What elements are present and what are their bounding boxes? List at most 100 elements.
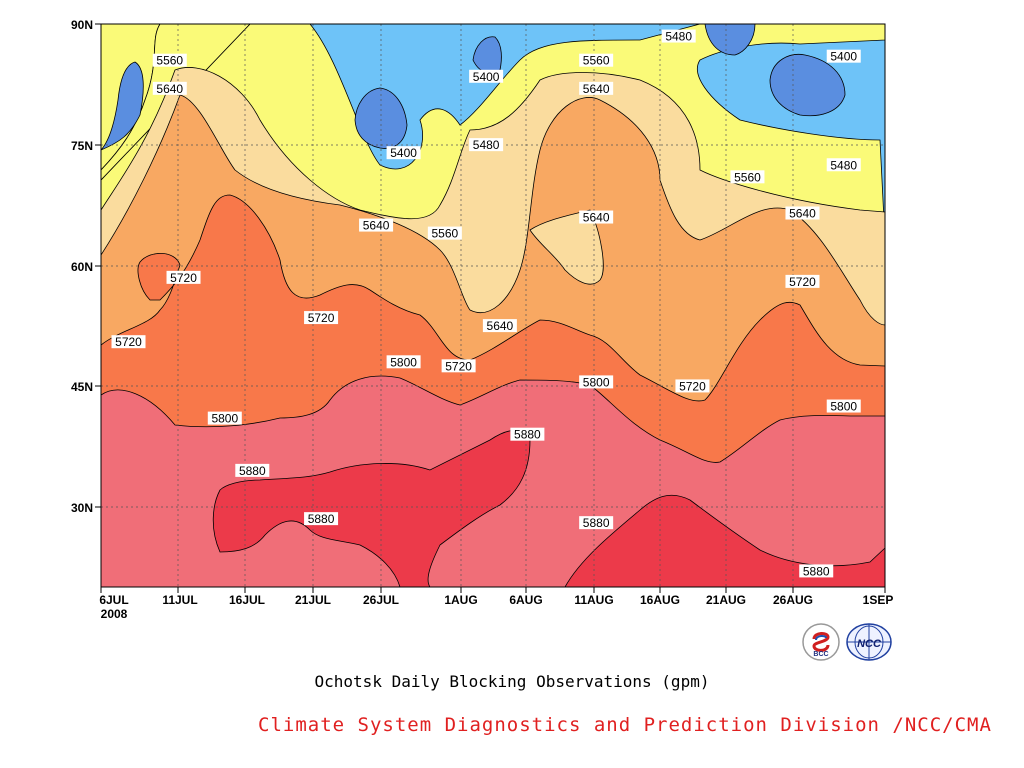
contour-label: 5400	[390, 146, 417, 160]
y-tick-label: 90N	[71, 18, 93, 32]
contour-label: 5480	[473, 138, 500, 152]
contour-label: 5640	[583, 82, 610, 96]
y-tick-label: 45N	[71, 380, 93, 394]
contour-label: 5880	[583, 516, 610, 530]
x-tick-labels: 6JUL 11JUL 16JUL 21JUL 26JUL 1AUG 6AUG 1…	[99, 593, 893, 621]
x-tick-label: 26JUL	[363, 593, 399, 607]
contour-label-box	[304, 311, 339, 325]
ncc-logo-text: NCC	[857, 638, 882, 650]
contour-label: 5800	[211, 412, 238, 426]
x-year-label: 2008	[101, 607, 128, 621]
y-tick-marks	[95, 23, 101, 508]
contour-label-box	[427, 226, 462, 240]
cell-below-5400-e	[769, 53, 846, 117]
contour-label: 5400	[473, 70, 500, 84]
contour-label: 5800	[390, 355, 417, 369]
x-tick-label: 1AUG	[444, 593, 477, 607]
contour-label-box	[826, 49, 861, 63]
contour-label: 5640	[363, 219, 390, 233]
contour-label: 5800	[583, 375, 610, 389]
bcc-logo-icon: BCC	[802, 623, 840, 661]
cell-below-5400-d	[704, 24, 756, 56]
ncc-logo-icon: NCC	[846, 623, 892, 661]
contour-label-box	[469, 138, 504, 152]
x-tick-label: 26AUG	[773, 593, 813, 607]
contour-label: 5640	[487, 319, 514, 333]
x-tick-label: 21AUG	[706, 593, 746, 607]
contour-label-box	[661, 29, 696, 43]
contour-label-box	[579, 81, 614, 95]
contour-label-box	[579, 53, 614, 67]
contour-label: 5560	[432, 227, 459, 241]
contour-label: 5480	[830, 158, 857, 172]
x-tick-label: 21JUL	[295, 593, 331, 607]
contour-label: 5560	[734, 170, 761, 184]
contour-label: 5720	[115, 335, 142, 349]
y-tick-labels: 90N 75N 60N 45N 30N	[71, 18, 93, 515]
x-tick-label: 16JUL	[229, 593, 265, 607]
contour-label-box	[441, 359, 476, 373]
contour-label: 5880	[239, 464, 266, 478]
contour-label-box	[579, 516, 614, 530]
y-tick-label: 60N	[71, 260, 93, 274]
contour-label-box	[675, 379, 710, 393]
contour-label-box	[166, 270, 201, 284]
cell-below-5400-a	[101, 61, 144, 151]
contour-label-box	[510, 427, 545, 441]
contour-label-box	[152, 53, 187, 67]
pocket-5640	[529, 209, 604, 285]
plot-frame	[100, 23, 886, 588]
contour-label: 5720	[308, 311, 335, 325]
contour-label: 5880	[308, 512, 335, 526]
contour-labels: 5560 5640 5400 5400 5480 5480 5560 5640 5400 5480…	[111, 29, 861, 578]
contour-label-box	[730, 170, 765, 184]
contour-label: 5800	[830, 400, 857, 414]
contour-label: 5560	[583, 54, 610, 68]
cell-below-5400-b	[354, 87, 408, 149]
x-tick-label: 6AUG	[509, 593, 542, 607]
x-tick-label: 1SEP	[863, 593, 894, 607]
contour-label: 5720	[789, 275, 816, 289]
contour-label: 5880	[514, 428, 541, 442]
contour-label-box	[359, 218, 394, 232]
x-tick-label: 11AUG	[574, 593, 613, 607]
contour-label-box	[235, 463, 270, 477]
contour-label: 5640	[156, 82, 183, 96]
x-tick-label: 11JUL	[162, 593, 197, 607]
contour-fills	[101, 24, 885, 587]
contour-label: 5480	[665, 30, 692, 44]
contour-label-box	[579, 375, 614, 389]
chart-title: Ochotsk Daily Blocking Observations (gpm…	[314, 672, 710, 691]
y-tick-label: 30N	[71, 501, 93, 515]
y-tick-label: 75N	[71, 139, 93, 153]
contour-label-box	[826, 158, 861, 172]
contour-label-box	[304, 512, 339, 526]
contour-label-box	[579, 210, 614, 224]
x-tick-label: 16AUG	[640, 593, 680, 607]
x-tick-label: 6JUL	[99, 593, 128, 607]
contour-label-box	[799, 564, 834, 578]
contour-label-box	[152, 81, 187, 95]
x-tick-marks	[100, 587, 886, 593]
contour-label: 5640	[789, 207, 816, 221]
contour-label: 5720	[170, 271, 197, 285]
contour-label-box	[469, 69, 504, 83]
contour-label-box	[482, 319, 517, 333]
contour-label-box	[826, 399, 861, 413]
contour-label-box	[386, 355, 421, 369]
contour-label-box	[207, 411, 242, 425]
contour-label-box	[111, 335, 146, 349]
contour-label: 5400	[830, 50, 857, 64]
band-above-5880-left	[212, 430, 531, 587]
contour-label-box	[785, 206, 820, 220]
contour-label: 5880	[803, 564, 830, 578]
contour-label: 5720	[445, 359, 472, 373]
contour-label-box	[386, 146, 421, 160]
contour-label: 5640	[583, 211, 610, 225]
bcc-logo-text: BCC	[813, 651, 828, 658]
contour-label: 5720	[679, 379, 706, 393]
contour-label: 5560	[156, 54, 183, 68]
credit-line: Climate System Diagnostics and Predictio…	[258, 714, 992, 736]
contour-label-box	[785, 274, 820, 288]
